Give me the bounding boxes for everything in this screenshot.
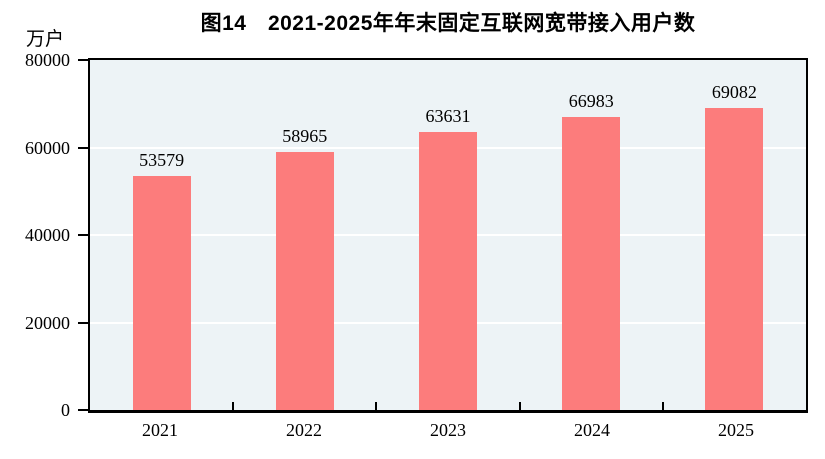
x-axis-label: 2022 — [286, 420, 322, 440]
x-axis-label: 2021 — [142, 420, 178, 440]
plot-area: 53579 58965 63631 66983 69082 — [88, 58, 808, 413]
x-tick — [232, 402, 235, 410]
x-axis-label: 2025 — [718, 420, 754, 440]
bar — [705, 108, 764, 410]
bar-value-label: 66983 — [568, 91, 614, 111]
x-axis-label: 2023 — [430, 420, 466, 440]
y-tick — [78, 409, 88, 411]
y-tick — [78, 59, 88, 61]
bar-value-label: 53579 — [139, 150, 185, 170]
x-tick — [375, 402, 378, 410]
bar-value-label: 69082 — [711, 82, 757, 102]
bar — [419, 132, 477, 410]
y-axis-label: 80000 — [25, 50, 70, 70]
y-tick — [78, 146, 88, 149]
bar-value-label: 63631 — [425, 106, 471, 126]
y-tick — [78, 234, 88, 236]
bar — [562, 117, 621, 410]
bar — [132, 176, 191, 410]
y-axis-label: 40000 — [25, 225, 70, 245]
y-axis-label: 60000 — [25, 137, 70, 158]
y-axis-label: 20000 — [25, 312, 70, 333]
y-tick — [78, 321, 88, 324]
y-axis-label: 0 — [61, 400, 70, 420]
chart-title: 图14 2021-2025年年末固定互联网宽带接入用户数 — [200, 12, 696, 35]
bar — [275, 152, 334, 410]
y-axis-unit-label: 万户 — [26, 29, 65, 50]
x-tick — [661, 402, 664, 410]
x-tick — [518, 402, 521, 410]
bar-value-label: 58965 — [282, 126, 328, 146]
x-axis-label: 2024 — [574, 420, 610, 440]
